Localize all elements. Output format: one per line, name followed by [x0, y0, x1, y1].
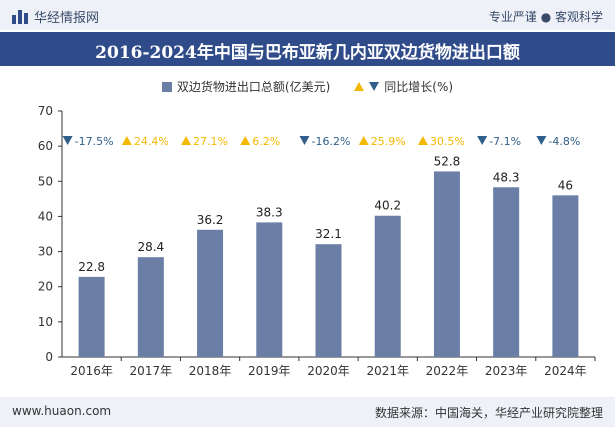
x-tick-label: 2022年 [426, 364, 469, 378]
growth-up-triangle-icon [417, 136, 428, 145]
bar [256, 222, 283, 357]
footer-source: 数据来源：中国海关，华经产业研究院整理 [374, 406, 603, 420]
growth-label: -7.1% [489, 135, 521, 148]
legend-label-growth: 同比增长(%) [384, 80, 454, 94]
legend-label-total: 双边货物进出口总额(亿美元) [176, 80, 331, 94]
growth-label: 27.1% [193, 135, 228, 148]
triangle-up-icon [354, 82, 365, 91]
x-tick-label: 2023年 [485, 364, 528, 378]
x-tick-label: 2020年 [307, 364, 350, 378]
x-tick-label: 2016年 [70, 364, 113, 378]
y-tick-label: 0 [45, 350, 53, 364]
bar-value-label: 52.8 [434, 154, 461, 168]
footer-bar: www.huaon.com 数据来源：中国海关，华经产业研究院整理 [0, 397, 615, 427]
growth-up-triangle-icon [121, 136, 132, 145]
growth-down-triangle-icon [299, 136, 310, 145]
bar-value-label: 38.3 [256, 205, 283, 219]
bar [197, 229, 224, 357]
bar-chart: 0 10 20 30 40 50 60 70 22.8 2016年 -17.5% 28.4 2017年 2… [38, 104, 596, 378]
y-tick-label: 40 [38, 209, 53, 223]
growth-label: -4.8% [548, 135, 580, 148]
tagline: 专业严谨 ● 客观科学 [488, 10, 603, 24]
bar-chart-logo-icon [12, 9, 28, 24]
growth-down-triangle-icon [477, 136, 488, 145]
legend-item-total: 双边货物进出口总额(亿美元) [161, 78, 331, 95]
growth-label: -17.5% [75, 135, 114, 148]
x-tick-label: 2021年 [366, 364, 409, 378]
brand-name: 华经情报网 [34, 11, 100, 26]
growth-down-triangle-icon [536, 136, 547, 145]
triangle-down-icon [369, 82, 380, 91]
growth-label: 24.4% [134, 135, 169, 148]
bar [315, 244, 342, 357]
bar-value-label: 22.8 [78, 260, 105, 274]
bar-value-label: 48.3 [493, 170, 520, 184]
bar-value-label: 36.2 [197, 213, 224, 227]
bar-value-label: 46 [558, 178, 573, 192]
title-bar: 2016-2024年中国与巴布亚新几内亚双边货物进出口额 [0, 32, 615, 66]
growth-label: 30.5% [430, 135, 465, 148]
x-tick-label: 2019年 [248, 364, 291, 378]
top-bar: 华经情报网 专业严谨 ● 客观科学 [0, 0, 615, 30]
chart-legend: 双边货物进出口总额(亿美元) 同比增长(%) [0, 78, 615, 95]
growth-up-triangle-icon [358, 136, 369, 145]
y-tick-label: 60 [38, 139, 53, 153]
x-tick-label: 2017年 [130, 364, 173, 378]
legend-item-growth: 同比增长(%) [354, 78, 453, 95]
bar [374, 215, 401, 357]
growth-label: 6.2% [252, 135, 280, 148]
y-tick-label: 70 [38, 104, 53, 118]
bar [78, 276, 105, 357]
growth-up-triangle-icon [240, 136, 251, 145]
bar-value-label: 28.4 [137, 240, 164, 254]
y-tick-label: 20 [38, 280, 53, 294]
bar-value-label: 32.1 [315, 227, 342, 241]
footer-website: www.huaon.com [12, 404, 112, 418]
bar [433, 171, 460, 357]
growth-down-triangle-icon [62, 136, 73, 145]
legend-bar-swatch-icon [161, 81, 172, 92]
bar [552, 195, 579, 357]
growth-up-triangle-icon [181, 136, 192, 145]
y-tick-label: 50 [38, 174, 53, 188]
bar [137, 257, 164, 357]
brand: 华经情报网 [12, 7, 99, 26]
y-tick-label: 10 [38, 315, 53, 329]
y-tick-label: 30 [38, 245, 53, 259]
x-tick-label: 2018年 [189, 364, 232, 378]
growth-label: 25.9% [371, 135, 406, 148]
bar-value-label: 40.2 [374, 199, 401, 213]
x-tick-label: 2024年 [544, 364, 587, 378]
bar [493, 187, 520, 357]
chart-title: 2016-2024年中国与巴布亚新几内亚双边货物进出口额 [95, 43, 520, 63]
growth-label: -16.2% [312, 135, 351, 148]
